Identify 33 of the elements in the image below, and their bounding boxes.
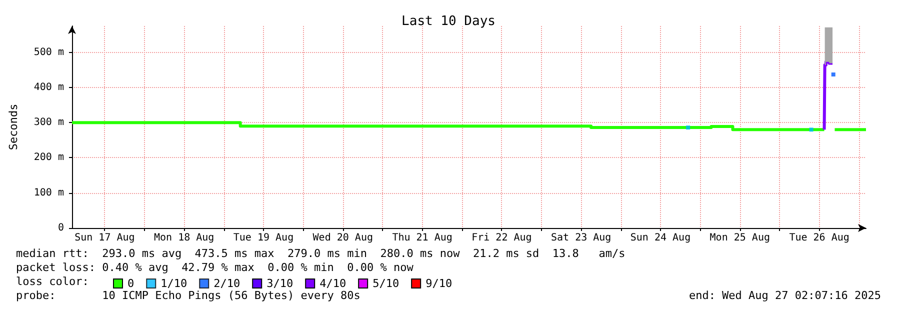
- chart-title: Last 10 Days: [402, 14, 496, 29]
- x-tick-label: Thu 21 Aug: [392, 232, 452, 244]
- legend-label: 3/10: [266, 277, 294, 290]
- x-tick-label: Sun 17 Aug: [74, 232, 135, 244]
- point: [809, 128, 814, 132]
- y-tick-label: 200 m: [34, 152, 64, 164]
- legend-label: 2/10: [214, 277, 240, 290]
- legend-label: 9/10: [426, 277, 452, 290]
- text: end: Wed Aug 27 02:07:16 2025: [688, 289, 882, 302]
- text: probe: 10 ICMP Echo Pings (56 Bytes) every 80s: [16, 289, 360, 302]
- legend-label: 5/10: [372, 277, 400, 290]
- y-axis-title: Seconds: [7, 104, 20, 150]
- legend-label: 1/10: [160, 277, 188, 290]
- point: [686, 126, 690, 130]
- text: packet loss: 0.40 % avg 42.79 % max 0.00 % min 0.00 % now: [16, 261, 414, 274]
- y-tick-label: 400 m: [34, 82, 64, 93]
- y-tick-label: 500 m: [34, 46, 64, 58]
- x-tick-label: Fri 22 Aug: [472, 232, 532, 244]
- y-tick-label: 300 m: [34, 117, 64, 128]
- legend-label: 0: [128, 277, 134, 290]
- x-tick-label: Mon 18 Aug: [154, 232, 214, 244]
- x-tick-label: Sat 23 Aug: [550, 232, 612, 244]
- x-tick-label: Tue 26 Aug: [789, 232, 850, 244]
- x-tick-label: Tue 19 Aug: [233, 232, 294, 244]
- legend-label: 4/10: [320, 277, 346, 290]
- text: median rtt: 293.0 ms avg 473.5 ms max 279.0 ms min 280.0 ms now 21.2 ms sd 13.8 am/s: [16, 247, 626, 260]
- x-tick-label: Mon 25 Aug: [710, 232, 770, 244]
- x-tick-label: Wed 20 Aug: [312, 232, 374, 244]
- legend-title: loss color:: [16, 275, 89, 288]
- point: [831, 72, 836, 76]
- y-tick-label: 0: [58, 222, 64, 234]
- y-tick-label: 100 m: [34, 187, 64, 198]
- x-tick-label: Sun 24 Aug: [630, 232, 691, 244]
